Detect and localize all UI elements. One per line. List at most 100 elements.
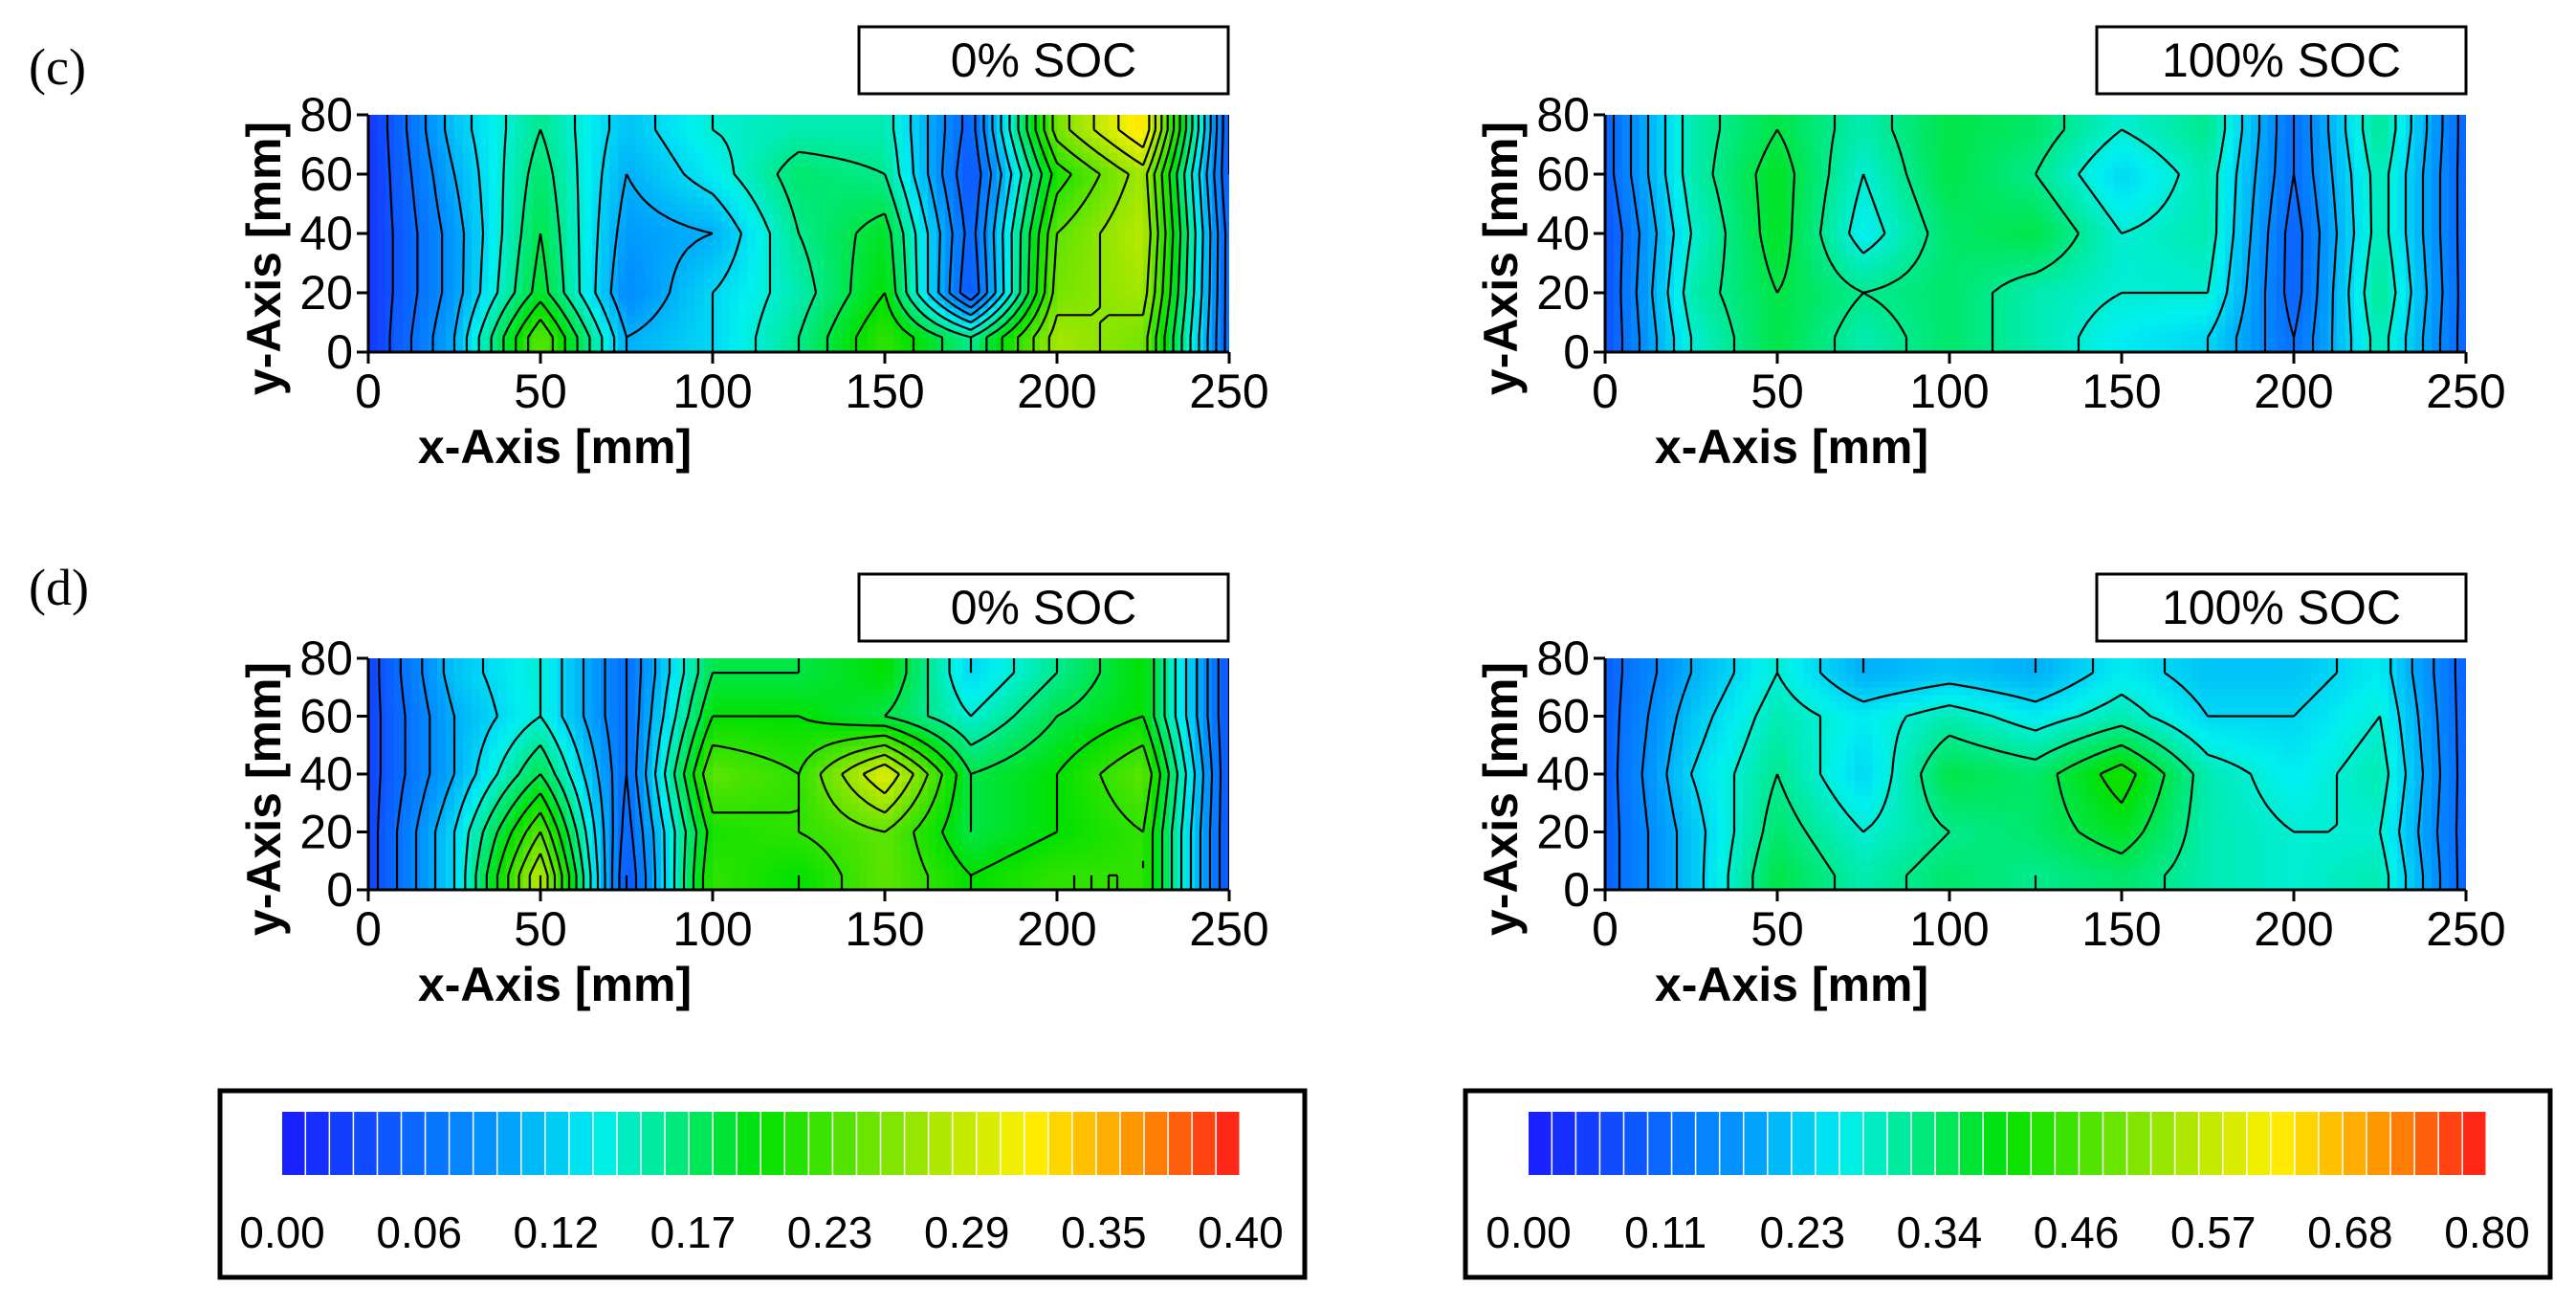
heatmap-cell <box>1872 263 1882 272</box>
heatmap-cell <box>2294 240 2303 250</box>
heatmap-cell <box>2414 315 2424 323</box>
heatmap-cell <box>652 337 662 346</box>
heatmap-cell <box>2001 218 2011 228</box>
heatmap-cell <box>1665 293 1675 301</box>
heatmap-cell <box>2104 293 2114 301</box>
heatmap-cell <box>1734 315 1744 323</box>
heatmap-cell <box>2294 263 2303 272</box>
heatmap-cell <box>1812 307 1821 317</box>
heatmap-cell <box>2423 226 2433 234</box>
heatmap-cell <box>971 277 980 287</box>
heatmap-cell <box>446 218 455 228</box>
heatmap-cell <box>1751 270 1761 279</box>
heatmap-cell <box>2104 255 2114 264</box>
heatmap-cell <box>833 181 843 190</box>
heatmap-cell <box>644 137 653 145</box>
heatmap-cell <box>885 151 894 161</box>
heatmap-cell <box>1126 218 1135 228</box>
heatmap-cell <box>1091 226 1101 234</box>
heatmap-cell <box>747 270 757 279</box>
heatmap-cell <box>2337 293 2346 301</box>
heatmap-cell <box>825 315 834 323</box>
heatmap-cell <box>566 188 576 198</box>
heatmap-cell <box>558 315 567 323</box>
heatmap-cell <box>1074 144 1084 153</box>
heatmap-cell <box>2027 293 2037 301</box>
heatmap-cell <box>1186 181 1196 190</box>
heatmap-cell <box>1117 255 1127 264</box>
heatmap-cell <box>497 115 507 123</box>
heatmap-cell <box>1691 322 1701 331</box>
heatmap-cell <box>1091 181 1101 190</box>
heatmap-cell <box>1083 344 1092 352</box>
heatmap-cell <box>2147 293 2157 301</box>
heatmap-cell <box>1846 293 1856 301</box>
heatmap-cell <box>549 144 559 153</box>
heatmap-cell <box>437 122 447 131</box>
heatmap-cell <box>859 255 869 264</box>
heatmap-cell <box>2268 285 2278 294</box>
heatmap-cell <box>695 159 705 168</box>
heatmap-cell <box>1993 337 2002 346</box>
heatmap-cell <box>988 337 998 346</box>
heatmap-cell <box>1915 293 1925 301</box>
heatmap-cell <box>2225 240 2235 250</box>
heatmap-cell <box>532 166 541 175</box>
heatmap-cell <box>2432 270 2441 279</box>
heatmap-cell <box>1993 240 2002 250</box>
heatmap-cell <box>1769 233 1778 242</box>
heatmap-cell <box>2027 329 2037 339</box>
heatmap-cell <box>704 233 714 242</box>
heatmap-cell <box>2147 277 2157 287</box>
heatmap-cell <box>1126 210 1135 220</box>
heatmap-cell <box>446 329 455 339</box>
heatmap-cell <box>1829 277 1838 287</box>
heatmap-cell <box>1786 307 1795 317</box>
heatmap-cell <box>2113 248 2123 257</box>
heatmap-cell <box>721 129 731 139</box>
heatmap-cell <box>695 299 705 309</box>
heatmap-cell <box>506 181 516 190</box>
heatmap-cell <box>1717 285 1727 294</box>
heatmap-cell <box>842 210 851 220</box>
heatmap-cell <box>506 233 516 242</box>
heatmap-cell <box>962 196 972 205</box>
heatmap-cell <box>1803 293 1813 301</box>
heatmap-cell <box>515 181 524 190</box>
heatmap-cell <box>2182 263 2191 272</box>
heatmap-cell <box>394 151 404 161</box>
heatmap-cell <box>2337 226 2346 234</box>
heatmap-cell <box>1212 188 1222 198</box>
heatmap-cell <box>2354 277 2364 287</box>
heatmap-cell <box>1941 240 1950 250</box>
heatmap-cell <box>1100 322 1110 331</box>
heatmap-cell <box>756 277 765 287</box>
heatmap-cell <box>635 122 645 131</box>
heatmap-cell <box>2010 233 2019 242</box>
heatmap-cell <box>2001 240 2011 250</box>
heatmap-cell <box>644 174 653 183</box>
heatmap-cell <box>618 255 627 264</box>
heatmap-cell <box>2087 293 2097 301</box>
heatmap-cell <box>2079 263 2088 272</box>
heatmap-cell <box>954 322 963 331</box>
heatmap-cell <box>394 344 404 352</box>
heatmap-cell <box>1700 322 1709 331</box>
heatmap-cell <box>850 299 860 309</box>
heatmap-cell <box>902 210 912 220</box>
heatmap-cell <box>704 322 714 331</box>
heatmap-cell <box>472 233 481 242</box>
heatmap-cell <box>2311 277 2321 287</box>
heatmap-cell <box>1708 240 1718 250</box>
heatmap-cell <box>1083 188 1092 198</box>
heatmap-cell <box>833 210 843 220</box>
heatmap-cell <box>1083 210 1092 220</box>
heatmap-cell <box>1708 307 1718 317</box>
heatmap-cell <box>747 210 757 220</box>
heatmap-cell <box>2242 307 2252 317</box>
heatmap-cell <box>377 174 386 183</box>
heatmap-cell <box>1203 270 1213 279</box>
heatmap-cell <box>885 159 894 168</box>
heatmap-cell <box>902 255 912 264</box>
heatmap-cell <box>618 151 627 161</box>
